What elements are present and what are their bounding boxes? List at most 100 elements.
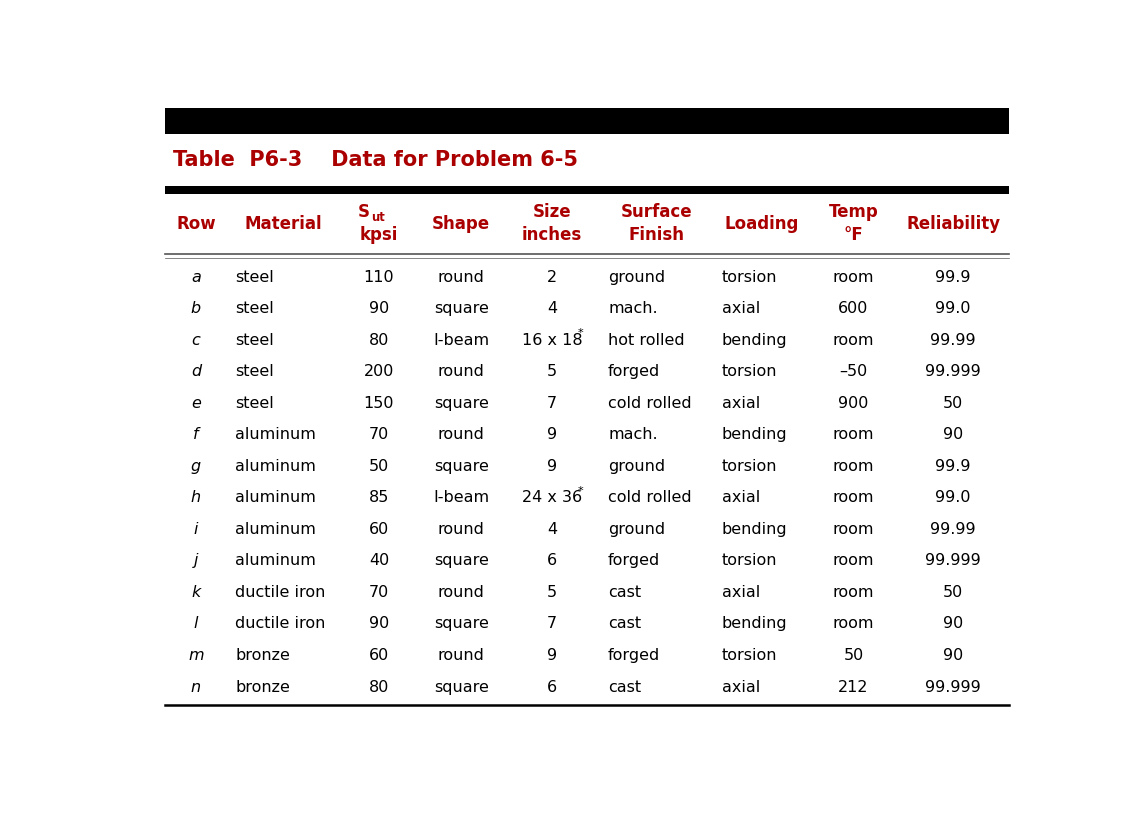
Text: 80: 80 <box>369 333 390 348</box>
Text: 900: 900 <box>839 396 869 411</box>
Text: square: square <box>433 396 488 411</box>
Text: 6: 6 <box>547 554 557 569</box>
Text: room: room <box>833 333 874 348</box>
Bar <box>165 108 1010 134</box>
Text: I-beam: I-beam <box>433 490 489 506</box>
Text: 150: 150 <box>363 396 394 411</box>
Text: 4: 4 <box>547 301 557 316</box>
Text: axial: axial <box>722 490 760 506</box>
Text: torsion: torsion <box>722 270 777 285</box>
Text: *: * <box>578 486 583 496</box>
Text: forged: forged <box>609 648 660 663</box>
Text: round: round <box>438 522 485 537</box>
Text: 50: 50 <box>369 459 388 474</box>
Text: 99.999: 99.999 <box>925 364 981 380</box>
Text: axial: axial <box>722 585 760 600</box>
Text: 99.0: 99.0 <box>935 490 971 506</box>
Text: Reliability: Reliability <box>906 215 1000 233</box>
Text: °F: °F <box>843 226 863 244</box>
Text: 4: 4 <box>547 522 557 537</box>
Text: square: square <box>433 554 488 569</box>
Text: cold rolled: cold rolled <box>609 490 692 506</box>
Text: forged: forged <box>609 364 660 380</box>
Text: 99.999: 99.999 <box>925 680 981 694</box>
Text: aluminum: aluminum <box>235 554 316 569</box>
Text: room: room <box>833 270 874 285</box>
Text: round: round <box>438 270 485 285</box>
Text: steel: steel <box>235 396 274 411</box>
Text: Surface: Surface <box>620 203 692 221</box>
Text: e: e <box>191 396 201 411</box>
Text: 50: 50 <box>943 396 963 411</box>
Text: axial: axial <box>722 680 760 694</box>
Text: Shape: Shape <box>432 215 490 233</box>
Text: aluminum: aluminum <box>235 427 316 443</box>
Text: 24 x 36: 24 x 36 <box>521 490 582 506</box>
Text: steel: steel <box>235 301 274 316</box>
Text: hot rolled: hot rolled <box>609 333 684 348</box>
Text: Temp: Temp <box>829 203 878 221</box>
Text: c: c <box>191 333 201 348</box>
Text: j: j <box>194 554 198 569</box>
Text: a: a <box>191 270 201 285</box>
Text: 70: 70 <box>369 585 388 600</box>
Text: steel: steel <box>235 333 274 348</box>
Text: Finish: Finish <box>628 226 684 244</box>
Text: square: square <box>433 680 488 694</box>
Text: 9: 9 <box>547 459 557 474</box>
Text: 90: 90 <box>943 648 963 663</box>
Text: 90: 90 <box>369 301 388 316</box>
Text: aluminum: aluminum <box>235 459 316 474</box>
Text: m: m <box>188 648 204 663</box>
Text: square: square <box>433 617 488 631</box>
Text: 50: 50 <box>843 648 864 663</box>
Text: 40: 40 <box>369 554 388 569</box>
Text: square: square <box>433 301 488 316</box>
Text: 5: 5 <box>547 585 557 600</box>
Text: Table  P6-3    Data for Problem 6-5: Table P6-3 Data for Problem 6-5 <box>173 150 578 170</box>
Text: aluminum: aluminum <box>235 522 316 537</box>
Text: bending: bending <box>722 333 787 348</box>
Text: 90: 90 <box>943 617 963 631</box>
Text: ground: ground <box>609 270 665 285</box>
Text: kpsi: kpsi <box>360 226 398 244</box>
Text: room: room <box>833 585 874 600</box>
Text: 90: 90 <box>369 617 388 631</box>
Text: Size: Size <box>533 203 571 221</box>
Text: 60: 60 <box>369 522 388 537</box>
Text: cold rolled: cold rolled <box>609 396 692 411</box>
Text: Loading: Loading <box>724 215 799 233</box>
Text: 80: 80 <box>369 680 390 694</box>
Text: 99.0: 99.0 <box>935 301 971 316</box>
Text: room: room <box>833 459 874 474</box>
Text: cast: cast <box>609 680 641 694</box>
Text: f: f <box>193 427 198 443</box>
Text: l: l <box>194 617 198 631</box>
Text: bending: bending <box>722 522 787 537</box>
Text: n: n <box>190 680 201 694</box>
Text: 90: 90 <box>943 427 963 443</box>
Text: round: round <box>438 648 485 663</box>
Text: axial: axial <box>722 396 760 411</box>
Text: room: room <box>833 617 874 631</box>
Text: 99.99: 99.99 <box>931 333 976 348</box>
Text: Material: Material <box>244 215 322 233</box>
Text: square: square <box>433 459 488 474</box>
Text: 212: 212 <box>838 680 869 694</box>
Text: 16 x 18: 16 x 18 <box>521 333 582 348</box>
Text: I-beam: I-beam <box>433 333 489 348</box>
Text: room: room <box>833 427 874 443</box>
Text: S: S <box>358 203 370 221</box>
Text: steel: steel <box>235 364 274 380</box>
Text: 5: 5 <box>547 364 557 380</box>
Text: axial: axial <box>722 301 760 316</box>
Text: torsion: torsion <box>722 364 777 380</box>
Text: 99.9: 99.9 <box>935 459 971 474</box>
Text: inches: inches <box>521 226 582 244</box>
Text: g: g <box>190 459 201 474</box>
Text: torsion: torsion <box>722 459 777 474</box>
Text: 200: 200 <box>363 364 394 380</box>
Text: round: round <box>438 585 485 600</box>
Bar <box>165 186 1010 194</box>
Text: 110: 110 <box>363 270 394 285</box>
